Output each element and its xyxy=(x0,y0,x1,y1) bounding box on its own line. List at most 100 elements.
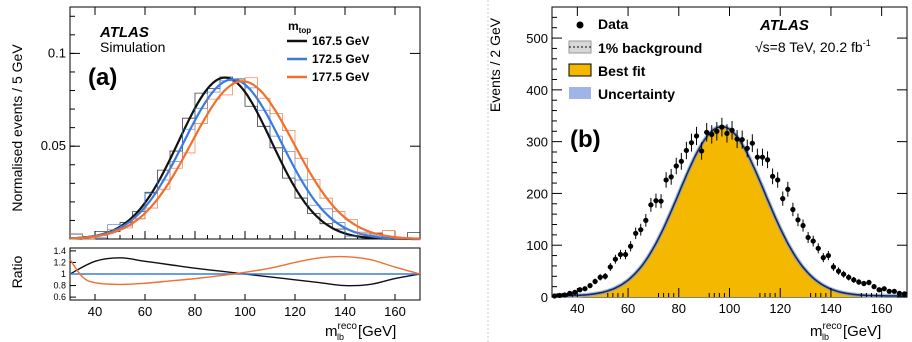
panel-a-ratio-ytick-label: 0.8 xyxy=(53,281,66,291)
panel-b-data-point xyxy=(820,255,826,261)
panel-b-data-point xyxy=(567,290,573,296)
panel-b-ytick-label: 100 xyxy=(526,238,548,253)
panel-b-data-point xyxy=(719,124,725,130)
panel-b-fit-line xyxy=(552,125,907,297)
panel-b-data-point xyxy=(617,251,624,258)
panel-b-data-point xyxy=(759,154,766,160)
panel-a-ratio-ticks: 40 60 80 100 120 140 160 0.60.8 1 1.21.4 xyxy=(53,246,405,319)
panel-a-atlas-label: ATLAS xyxy=(99,24,149,41)
panel-b-data-point xyxy=(612,256,618,262)
panel-b-data-point xyxy=(856,279,862,285)
panel-b-xtick-label: 140 xyxy=(820,301,842,316)
panel-b-xlabel: mreco lb [GeV] xyxy=(810,321,881,342)
panel-b-fit-area xyxy=(552,124,907,298)
panel-a: 0.05 0.1 ATLAS Simulation (a) mtop 167.5 … xyxy=(9,6,421,342)
panel-b-label: (b) xyxy=(570,126,601,153)
panel-a-tick-labels: 0.05 0.1 xyxy=(41,45,66,153)
panel-a-ratio-ytick-label: 1.2 xyxy=(53,257,66,267)
panel-b-data-points xyxy=(551,117,908,299)
panel-b-data-point xyxy=(607,264,613,270)
panel-b-data-point xyxy=(901,291,908,297)
panel-b-data-point xyxy=(861,280,867,287)
panel-b-data-point xyxy=(780,196,786,202)
panel-a-ylabel: Normalised events / 5 GeV xyxy=(9,44,25,212)
panel-b-legend-unc-swatch xyxy=(569,87,591,99)
panel-a-legend-title: mtop xyxy=(288,19,311,35)
panel-b-ticks xyxy=(552,7,907,298)
panel-b-data-point xyxy=(734,136,740,142)
panel-b-data-point xyxy=(876,287,882,293)
panel-b-data-point xyxy=(628,243,634,249)
panel-b-xtick-label: 120 xyxy=(769,301,791,316)
panel-a-xtick-label: 40 xyxy=(88,304,102,319)
panel-b-xtick-label: 60 xyxy=(621,301,635,316)
panel-b-legend-fit-swatch xyxy=(568,63,592,77)
panel-b-data-point xyxy=(815,245,821,251)
panel-b-data-point xyxy=(790,206,796,213)
panel-b-data-point xyxy=(592,278,598,285)
panel-b-legend-label: Uncertainty xyxy=(598,86,675,102)
panel-b-data-point xyxy=(866,279,872,286)
panel-a-curve-1 xyxy=(69,78,420,240)
panel-a-curve-0 xyxy=(69,76,420,241)
panel-b-data-point xyxy=(785,186,791,192)
panel-a-ytick-label: 0.1 xyxy=(48,45,66,60)
panel-a-atlas-sublabel: Simulation xyxy=(100,39,165,55)
panel-b-data-point xyxy=(744,145,750,151)
panel-a-ratio-ytick-label: 0.6 xyxy=(53,292,66,302)
panel-b-data-point xyxy=(668,174,674,180)
panel-b-ytick-label: 500 xyxy=(526,31,548,46)
panel-b-data-point xyxy=(775,177,781,183)
panel-b-xtick-label: 160 xyxy=(871,301,893,316)
panel-a-ratio-ytick-label: 1.4 xyxy=(53,246,66,256)
panel-b-data-point xyxy=(729,127,735,133)
panel-a-xtick-label: 120 xyxy=(284,304,306,319)
panel-a-xtick-label: 60 xyxy=(138,304,152,319)
panel-b-energy-label: √s=8 TeV, 20.2 fb-1 xyxy=(755,38,871,55)
panel-b-data-point xyxy=(597,274,603,280)
panel-b-data-point xyxy=(693,133,700,139)
panel-b-data-point xyxy=(749,140,755,146)
panel-a-curves xyxy=(69,76,421,241)
panel-b-legend-label: 1% background xyxy=(598,40,702,56)
panel-b-ytick-label: 300 xyxy=(526,135,548,150)
panel-a-ratio-ylabel: Ratio xyxy=(9,255,25,288)
panel-b-xtick-label: 80 xyxy=(672,301,686,316)
panel-b-data-point xyxy=(572,289,578,295)
panel-b-data-point xyxy=(841,271,847,277)
panel-b-data-point xyxy=(577,287,583,293)
panel-b: 40 60 80 100 120 140 160 0 100 200 300 400 500 ATLAS… xyxy=(487,6,908,342)
panel-b-data-point xyxy=(638,227,644,233)
panel-b-legend: Data 1% background Best fit Uncertainty xyxy=(568,16,702,102)
panel-b-data-point xyxy=(582,286,588,292)
panel-b-data-point xyxy=(739,136,745,143)
panel-b-legend-label: Best fit xyxy=(598,63,646,79)
panel-b-data-point xyxy=(805,234,811,241)
panel-b-data-point xyxy=(587,283,593,289)
panel-a-xtick-label: 160 xyxy=(384,304,406,319)
panel-b-data-point xyxy=(851,277,857,283)
panel-a-label: (a) xyxy=(88,64,117,91)
panel-b-data-point xyxy=(714,128,720,134)
panel-b-data-point xyxy=(683,147,689,154)
panel-b-legend-bkg-swatch xyxy=(568,40,592,54)
panel-b-data-point xyxy=(825,252,831,259)
panel-a-legend: 167.5 GeV 172.5 GeV 177.5 GeV xyxy=(287,34,369,84)
panel-a-legend-label: 167.5 GeV xyxy=(312,34,369,48)
panel-b-data-point xyxy=(704,129,710,135)
panel-a-xtick-label: 140 xyxy=(334,304,356,319)
panel-b-data-point xyxy=(764,157,771,163)
panel-a-histogram-0 xyxy=(70,76,420,240)
panel-b-data-point xyxy=(643,217,649,223)
panel-b-data-point xyxy=(648,202,654,208)
panel-a-curve-2 xyxy=(69,80,421,240)
panel-b-data-point xyxy=(881,286,887,292)
panel-b-ytick-label: 400 xyxy=(526,83,548,98)
panel-b-data-point xyxy=(770,173,776,179)
panel-b-data-point xyxy=(658,198,664,204)
panel-b-data-point xyxy=(551,293,558,299)
panel-b-atlas-label: ATLAS xyxy=(759,17,809,34)
panel-b-data-point xyxy=(602,273,608,279)
panel-b-fit-fill xyxy=(552,126,907,297)
panel-b-data-point xyxy=(653,198,659,204)
